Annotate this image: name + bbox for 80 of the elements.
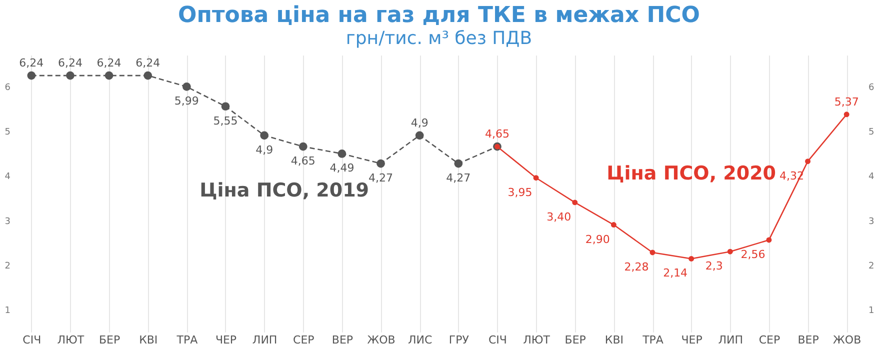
y-tick-label: 3 — [4, 216, 10, 227]
x-tick-label: ЧЕР — [681, 334, 703, 346]
point — [376, 159, 385, 168]
y2-tick-label: 6 — [868, 82, 874, 93]
series-label: Ціна ПСО, 2019 — [200, 179, 370, 202]
point — [610, 222, 616, 228]
x-tick-label: СЕР — [293, 334, 315, 346]
x-tick-label: ЛЮТ — [57, 334, 84, 346]
data-label: 2,90 — [585, 232, 610, 246]
chart-subtitle: грн/тис. м³ без ПДВ — [346, 28, 532, 49]
x-tick-label: ГРУ — [448, 334, 470, 346]
point — [805, 158, 811, 164]
x-tick-label: ЖОВ — [833, 334, 862, 346]
data-label: 5,55 — [213, 114, 238, 128]
point — [727, 248, 733, 254]
x-tick-label: ЛЮТ — [523, 334, 550, 346]
point — [260, 131, 268, 140]
data-label: 4,65 — [290, 154, 316, 168]
point — [844, 112, 850, 118]
x-tick-label: СІЧ — [22, 334, 42, 346]
x-tick-label: КВІ — [139, 334, 158, 346]
x-tick-label: БЕР — [98, 334, 120, 346]
x-tick-label: СІЧ — [488, 334, 507, 346]
x-tick-label: ЛИП — [718, 334, 744, 346]
y-tick-label: 2 — [4, 261, 10, 272]
x-tick-label: ЧЕР — [215, 334, 237, 346]
y2-tick-label: 1 — [868, 306, 874, 316]
point — [104, 71, 114, 80]
point — [27, 71, 36, 80]
point — [688, 256, 694, 262]
data-label: 2,28 — [624, 260, 649, 274]
x-tick-label: ВЕР — [798, 334, 820, 346]
data-label: 2,3 — [705, 260, 723, 273]
point — [182, 82, 191, 91]
data-label: 4,9 — [410, 116, 428, 130]
point — [66, 71, 74, 80]
point — [221, 102, 230, 111]
y2-tick-label: 4 — [868, 172, 874, 182]
point — [533, 175, 539, 181]
data-label: 5,37 — [834, 95, 859, 108]
data-label: 2,14 — [663, 266, 688, 280]
x-tick-label: КВІ — [604, 334, 624, 346]
point — [415, 131, 424, 140]
data-label: 4,49 — [330, 162, 354, 175]
y2-tick-label: 2 — [868, 261, 874, 272]
x-tick-label: ТРА — [176, 334, 198, 346]
y2-tick-label: 5 — [868, 127, 874, 138]
x-tick-label: ТРА — [642, 334, 664, 346]
point — [338, 150, 346, 158]
chart-title: Оптова ціна на газ для ТКЕ в межах ПСО — [178, 3, 700, 28]
point — [298, 142, 308, 151]
series-label: Ціна ПСО, 2020 — [606, 162, 776, 185]
point — [454, 159, 463, 168]
data-label: 2,56 — [740, 248, 766, 261]
y-tick-label: 4 — [4, 172, 11, 182]
data-label: 3,40 — [546, 210, 572, 224]
y-tick-label: 1 — [4, 306, 10, 316]
data-label: 4,27 — [446, 172, 471, 185]
point — [144, 71, 152, 80]
data-label: 4,9 — [256, 143, 274, 156]
y-tick-label: 5 — [4, 127, 10, 138]
y-tick-label: 6 — [4, 82, 11, 93]
x-tick-label: БЕР — [564, 334, 586, 346]
data-label: 6,24 — [136, 56, 160, 70]
y2-tick-label: 3 — [868, 216, 874, 227]
data-label: 6,24 — [19, 56, 44, 70]
data-label: 3,95 — [508, 186, 532, 199]
point — [766, 237, 772, 243]
data-label: 4,27 — [368, 172, 394, 185]
point — [650, 250, 656, 256]
data-label: 6,24 — [96, 56, 122, 70]
data-label: 4,65 — [484, 128, 510, 141]
x-tick-label: СЕР — [758, 334, 780, 346]
x-tick-label: ЛИП — [252, 334, 278, 346]
data-label: 6,24 — [58, 56, 82, 70]
x-tick-label: ЖОВ — [367, 334, 396, 346]
x-tick-label: ВЕР — [332, 334, 354, 346]
x-tick-label: ЛИС — [408, 334, 432, 346]
data-label: 5,99 — [174, 94, 199, 108]
point — [572, 200, 578, 206]
